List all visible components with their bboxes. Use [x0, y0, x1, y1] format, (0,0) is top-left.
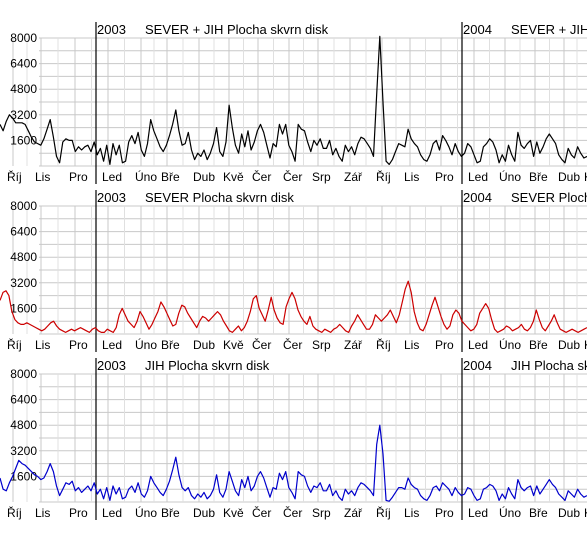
x-tick-label: Říj [376, 337, 391, 352]
x-tick-label: Říj [376, 169, 391, 184]
x-tick-label: Bře [529, 506, 548, 520]
x-tick-label: Říj [376, 505, 391, 520]
x-tick-label: Zář [344, 338, 363, 352]
x-tick-label: Pro [69, 338, 88, 352]
x-tick-label: Pro [69, 170, 88, 184]
panel-title: JIH Plocha skvrn disk [511, 358, 587, 373]
series-line [0, 424, 587, 502]
panel-title: SEVER Plocha skvrn disk [145, 190, 294, 205]
panel-year-label: 2004 [463, 22, 492, 37]
x-tick-label: Pro [435, 506, 454, 520]
y-tick-label: 4800 [10, 82, 37, 96]
y-tick-label: 3200 [10, 108, 37, 122]
x-tick-label: Čer [283, 337, 302, 352]
y-tick-label: 6400 [10, 393, 37, 407]
x-tick-label: Dub [193, 338, 215, 352]
x-tick-label: Bře [161, 338, 180, 352]
x-tick-label: Úno [499, 505, 521, 520]
x-tick-label: Srp [312, 170, 331, 184]
x-tick-label: Čer [252, 337, 271, 352]
panel-year-label: 2004 [463, 190, 492, 205]
x-tick-label: Zář [344, 170, 363, 184]
x-tick-label: Zář [344, 506, 363, 520]
panel-year-label: 2003 [97, 190, 126, 205]
x-tick-label: Úno [135, 337, 157, 352]
x-tick-label: Kvě [223, 170, 244, 184]
x-tick-label: Pro [69, 506, 88, 520]
x-tick-label: Dub [193, 506, 215, 520]
x-tick-label: Led [468, 506, 488, 520]
x-tick-label: Lis [35, 338, 50, 352]
x-tick-label: Říj [7, 505, 22, 520]
y-tick-label: 3200 [10, 444, 37, 458]
x-tick-label: Srp [312, 338, 331, 352]
x-tick-label: Led [102, 170, 122, 184]
panel-title: SEVER + JIH Plocha skvrn disk [511, 22, 587, 37]
x-tick-label: Říj [7, 337, 22, 352]
x-tick-label: Kvě [584, 170, 587, 184]
x-tick-label: Kvě [584, 338, 587, 352]
x-tick-label: Čer [252, 505, 271, 520]
x-tick-label: Pro [435, 338, 454, 352]
y-tick-label: 3200 [10, 276, 37, 290]
x-tick-label: Srp [312, 506, 331, 520]
x-tick-label: Kvě [584, 506, 587, 520]
x-tick-label: Úno [135, 169, 157, 184]
panel-year-label: 2003 [97, 358, 126, 373]
x-tick-label: Čer [283, 505, 302, 520]
x-tick-label: Led [102, 338, 122, 352]
x-tick-label: Čer [283, 169, 302, 184]
x-tick-label: Bře [529, 170, 548, 184]
x-tick-label: Lis [35, 506, 50, 520]
y-tick-label: 1600 [10, 469, 37, 483]
x-tick-label: Pro [435, 170, 454, 184]
panel-title: SEVER Plocha skvrn disk [511, 190, 587, 205]
x-tick-label: Dub [558, 506, 580, 520]
y-tick-label: 6400 [10, 225, 37, 239]
panel-year-label: 2003 [97, 22, 126, 37]
series-line [0, 35, 587, 165]
y-tick-label: 8000 [10, 31, 37, 45]
x-tick-label: Bře [161, 506, 180, 520]
x-tick-label: Dub [558, 170, 580, 184]
x-tick-label: Úno [499, 169, 521, 184]
x-tick-label: Led [102, 506, 122, 520]
x-tick-label: Úno [135, 505, 157, 520]
y-tick-label: 1600 [10, 133, 37, 147]
x-tick-label: Bře [161, 170, 180, 184]
panel-title: JIH Plocha skvrn disk [145, 358, 270, 373]
x-tick-label: Led [468, 170, 488, 184]
x-tick-label: Lis [404, 170, 419, 184]
x-tick-label: Kvě [223, 506, 244, 520]
y-tick-label: 8000 [10, 199, 37, 213]
x-tick-label: Dub [193, 170, 215, 184]
y-tick-label: 4800 [10, 250, 37, 264]
x-tick-label: Lis [404, 506, 419, 520]
x-tick-label: Lis [404, 338, 419, 352]
x-tick-label: Led [468, 338, 488, 352]
x-tick-label: Čer [252, 169, 271, 184]
panel-title: SEVER + JIH Plocha skvrn disk [145, 22, 329, 37]
series-line [0, 280, 587, 333]
x-tick-label: Dub [558, 338, 580, 352]
panel-year-label: 2004 [463, 358, 492, 373]
y-tick-label: 1600 [10, 301, 37, 315]
x-tick-label: Bře [529, 338, 548, 352]
x-tick-label: Kvě [223, 338, 244, 352]
x-tick-label: Říj [7, 169, 22, 184]
y-tick-label: 8000 [10, 367, 37, 381]
x-tick-label: Lis [35, 170, 50, 184]
x-tick-label: Úno [499, 337, 521, 352]
y-tick-label: 4800 [10, 418, 37, 432]
y-tick-label: 6400 [10, 57, 37, 71]
